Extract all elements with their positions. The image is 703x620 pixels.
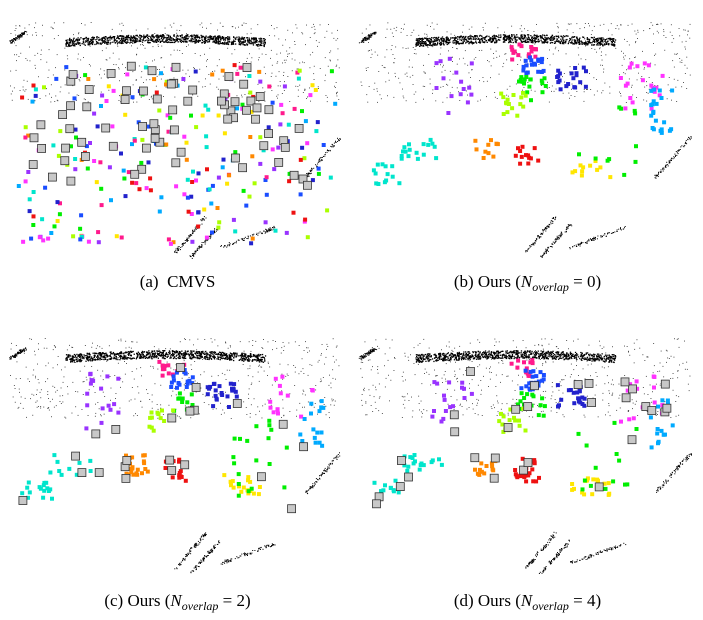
panel-d-pointcloud — [358, 338, 692, 574]
caption-c-sub: overlap — [181, 599, 219, 613]
panel-b-pointcloud — [358, 22, 692, 258]
caption-b-prefix: (b) — [453, 272, 474, 291]
overlap-markers — [28, 61, 312, 190]
caption-d-prefix: (d) — [453, 591, 474, 610]
cluster-points — [372, 358, 675, 497]
caption-a-prefix: (a) — [139, 272, 159, 291]
caption-d: (d) Ours (Noverlap = 4) — [453, 591, 602, 613]
caption-c-prefix: (c) — [104, 591, 124, 610]
panel-c — [5, 318, 350, 578]
background-points — [9, 22, 341, 259]
caption-b: (b) Ours (Noverlap = 0) — [453, 272, 602, 294]
caption-b-var: N — [520, 272, 533, 291]
caption-d-text: Ours — [477, 591, 511, 610]
caption-a-text: CMVS — [167, 272, 216, 291]
caption-b-sub: overlap — [532, 280, 569, 294]
panel-d — [355, 318, 700, 578]
caption-d-var: N — [520, 591, 533, 610]
cluster-points — [371, 42, 675, 186]
panel-b — [355, 2, 700, 262]
caption-b-text: Ours — [477, 272, 511, 291]
caption-c: (c) Ours (Noverlap = 2) — [104, 591, 251, 613]
background-points — [358, 22, 692, 258]
caption-a: (a) CMVS — [5, 272, 350, 292]
caption-c-text: Ours — [127, 591, 161, 610]
background-points — [9, 338, 341, 574]
overlap-markers — [18, 363, 309, 514]
background-points — [358, 338, 692, 574]
panel-c-pointcloud — [9, 338, 341, 574]
caption-d-sub: overlap — [532, 599, 569, 613]
caption-c-val: = 2 — [222, 591, 246, 610]
caption-d-val: = 4 — [573, 591, 596, 610]
caption-c-var: N — [170, 591, 182, 610]
cluster-points — [20, 359, 326, 501]
panel-a-pointcloud — [9, 22, 341, 259]
overlap-markers — [372, 367, 672, 509]
panel-a — [5, 2, 350, 262]
caption-b-val: = 0 — [573, 272, 596, 291]
